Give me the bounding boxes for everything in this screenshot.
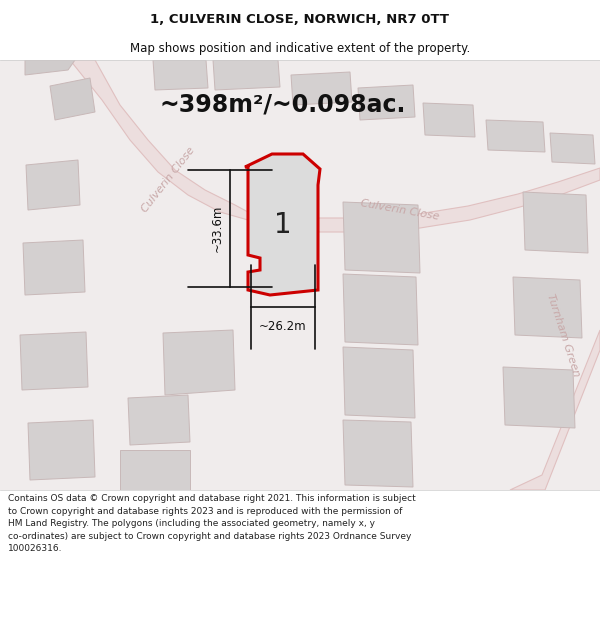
- Polygon shape: [510, 330, 600, 490]
- Polygon shape: [120, 450, 190, 490]
- Polygon shape: [23, 240, 85, 295]
- Polygon shape: [28, 420, 95, 480]
- Polygon shape: [213, 60, 280, 90]
- Polygon shape: [0, 60, 600, 490]
- Polygon shape: [248, 168, 600, 232]
- Polygon shape: [50, 78, 95, 120]
- Polygon shape: [163, 330, 235, 395]
- Polygon shape: [343, 420, 413, 487]
- Text: ~26.2m: ~26.2m: [259, 320, 307, 333]
- Polygon shape: [26, 160, 80, 210]
- Text: 1: 1: [274, 211, 292, 239]
- Text: Turnham Green: Turnham Green: [545, 292, 581, 378]
- Polygon shape: [423, 103, 475, 137]
- Polygon shape: [153, 60, 208, 90]
- Text: 1, CULVERIN CLOSE, NORWICH, NR7 0TT: 1, CULVERIN CLOSE, NORWICH, NR7 0TT: [151, 13, 449, 26]
- Polygon shape: [70, 60, 248, 220]
- Polygon shape: [343, 347, 415, 418]
- Text: Culverin Close: Culverin Close: [139, 146, 197, 214]
- Polygon shape: [486, 120, 545, 152]
- Polygon shape: [343, 274, 418, 345]
- Polygon shape: [503, 367, 575, 428]
- Text: Culverin Close: Culverin Close: [360, 198, 440, 222]
- Text: ~33.6m: ~33.6m: [211, 205, 224, 252]
- Polygon shape: [245, 154, 320, 295]
- Polygon shape: [550, 133, 595, 164]
- Polygon shape: [25, 60, 75, 75]
- Text: Contains OS data © Crown copyright and database right 2021. This information is : Contains OS data © Crown copyright and d…: [8, 494, 416, 553]
- Polygon shape: [523, 192, 588, 253]
- Polygon shape: [291, 72, 352, 105]
- Polygon shape: [358, 85, 415, 120]
- Text: Map shows position and indicative extent of the property.: Map shows position and indicative extent…: [130, 42, 470, 55]
- Text: ~398m²/~0.098ac.: ~398m²/~0.098ac.: [160, 93, 406, 117]
- Polygon shape: [20, 332, 88, 390]
- Polygon shape: [128, 395, 190, 445]
- Polygon shape: [343, 202, 420, 273]
- Polygon shape: [513, 277, 582, 338]
